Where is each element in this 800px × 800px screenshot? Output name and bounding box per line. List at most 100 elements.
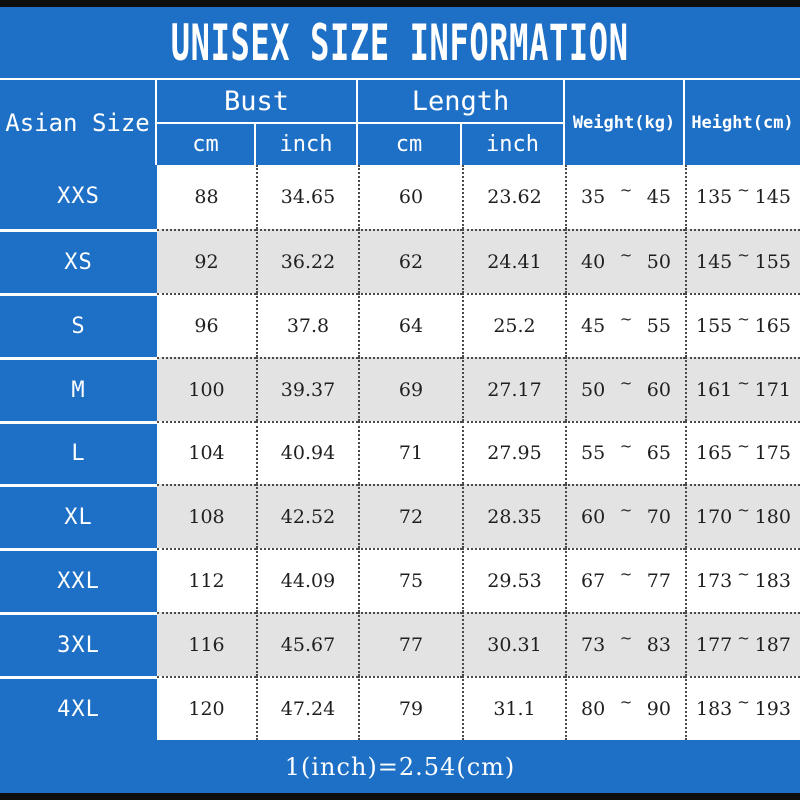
table-header: Asian Size Bust Length Weight(kg) Height…	[0, 80, 800, 165]
height-min-value: 173	[696, 570, 733, 593]
bust-inch-value: 47.24	[256, 676, 358, 740]
range-tilde: ~	[737, 180, 750, 199]
bottom-border-bar	[0, 793, 800, 800]
height-max-value: 171	[754, 378, 791, 401]
weight-max-value: 65	[646, 442, 671, 465]
bust-inch-value: 40.94	[256, 420, 358, 485]
weight-max-value: 70	[646, 506, 671, 529]
height-range: 177 ~ 187	[685, 612, 800, 677]
height-max-value: 187	[754, 634, 791, 657]
range-tilde: ~	[619, 309, 633, 328]
length-cm-value: 69	[358, 356, 462, 421]
range-tilde: ~	[737, 309, 750, 328]
bust-inch-value: 44.09	[256, 548, 358, 613]
bust-inch-value: 39.37	[256, 356, 358, 421]
length-inch-value: 25.2	[462, 292, 565, 357]
bust-inch-value: 34.65	[256, 165, 358, 229]
height-min-value: 177	[696, 634, 733, 657]
height-range: 170 ~ 180	[685, 484, 800, 549]
length-inch-value: 31.1	[462, 676, 565, 740]
range-tilde: ~	[737, 501, 750, 520]
bust-cm-value: 100	[157, 356, 256, 421]
length-inch-value: 23.62	[462, 165, 565, 229]
size-label: XS	[0, 228, 157, 293]
length-cm-value: 72	[358, 484, 462, 549]
size-label: M	[0, 356, 157, 421]
weight-max-value: 83	[646, 634, 671, 657]
range-tilde: ~	[619, 180, 633, 199]
bust-cm-value: 120	[157, 676, 256, 740]
length-inch-value: 27.95	[462, 420, 565, 485]
range-tilde: ~	[737, 629, 750, 648]
range-tilde: ~	[619, 565, 633, 584]
weight-range: 73 ~ 83	[565, 612, 685, 677]
weight-min-value: 80	[581, 698, 606, 721]
weight-max-value: 50	[646, 250, 671, 273]
height-range: 165 ~ 175	[685, 420, 800, 485]
size-label: XXS	[0, 165, 157, 229]
height-max-value: 193	[754, 698, 791, 721]
weight-range: 80 ~ 90	[565, 676, 685, 740]
weight-max-value: 60	[646, 378, 671, 401]
top-border-bar	[0, 0, 800, 7]
size-label: S	[0, 292, 157, 357]
length-cm-value: 77	[358, 612, 462, 677]
header-weight-kg: Weight(kg)	[565, 80, 683, 165]
bust-inch-value: 37.8	[256, 292, 358, 357]
range-tilde: ~	[737, 693, 750, 712]
range-tilde: ~	[619, 245, 633, 264]
length-inch-value: 24.41	[462, 228, 565, 293]
bust-cm-value: 96	[157, 292, 256, 357]
size-label: XXL	[0, 548, 157, 613]
height-min-value: 183	[696, 698, 733, 721]
title-divider	[0, 78, 800, 80]
weight-max-value: 90	[646, 698, 671, 721]
range-tilde: ~	[619, 437, 633, 456]
weight-max-value: 45	[646, 185, 671, 208]
header-asian-size: Asian Size	[0, 80, 155, 165]
length-inch-value: 30.31	[462, 612, 565, 677]
size-label: 4XL	[0, 676, 157, 740]
height-min-value: 170	[696, 506, 733, 529]
length-inch-value: 29.53	[462, 548, 565, 613]
bust-inch-value: 45.67	[256, 612, 358, 677]
range-tilde: ~	[737, 565, 750, 584]
height-range: 145 ~ 155	[685, 228, 800, 293]
footer-note-band: 1(inch)=2.54(cm)	[0, 740, 800, 793]
weight-min-value: 73	[581, 634, 606, 657]
bust-cm-value: 92	[157, 228, 256, 293]
subheader-bust-inch: inch	[256, 124, 356, 165]
range-tilde: ~	[619, 693, 633, 712]
height-max-value: 180	[754, 506, 791, 529]
size-label: XL	[0, 484, 157, 549]
height-max-value: 175	[754, 442, 791, 465]
height-range: 183 ~ 193	[685, 676, 800, 740]
header-height-cm: Height(cm)	[685, 80, 800, 165]
title-banner: UNISEX SIZE INFORMATION	[0, 7, 800, 78]
range-tilde: ~	[737, 245, 750, 264]
range-tilde: ~	[737, 437, 750, 456]
subheader-length-cm: cm	[358, 124, 460, 165]
weight-range: 55 ~ 65	[565, 420, 685, 485]
height-max-value: 155	[754, 250, 791, 273]
weight-range: 50 ~ 60	[565, 356, 685, 421]
length-cm-value: 64	[358, 292, 462, 357]
weight-min-value: 50	[581, 378, 606, 401]
weight-range: 67 ~ 77	[565, 548, 685, 613]
height-range: 155 ~ 165	[685, 292, 800, 357]
length-cm-value: 79	[358, 676, 462, 740]
height-range: 135 ~ 145	[685, 165, 800, 229]
weight-min-value: 35	[581, 185, 606, 208]
page-title: UNISEX SIZE INFORMATION	[171, 13, 629, 72]
weight-range: 45 ~ 55	[565, 292, 685, 357]
height-max-value: 183	[754, 570, 791, 593]
height-max-value: 145	[754, 185, 791, 208]
bust-cm-value: 88	[157, 165, 256, 229]
bust-cm-value: 112	[157, 548, 256, 613]
conversion-note: 1(inch)=2.54(cm)	[284, 752, 516, 781]
header-bust: Bust	[157, 80, 356, 122]
height-min-value: 165	[696, 442, 733, 465]
size-label: 3XL	[0, 612, 157, 677]
weight-range: 40 ~ 50	[565, 228, 685, 293]
height-range: 161 ~ 171	[685, 356, 800, 421]
